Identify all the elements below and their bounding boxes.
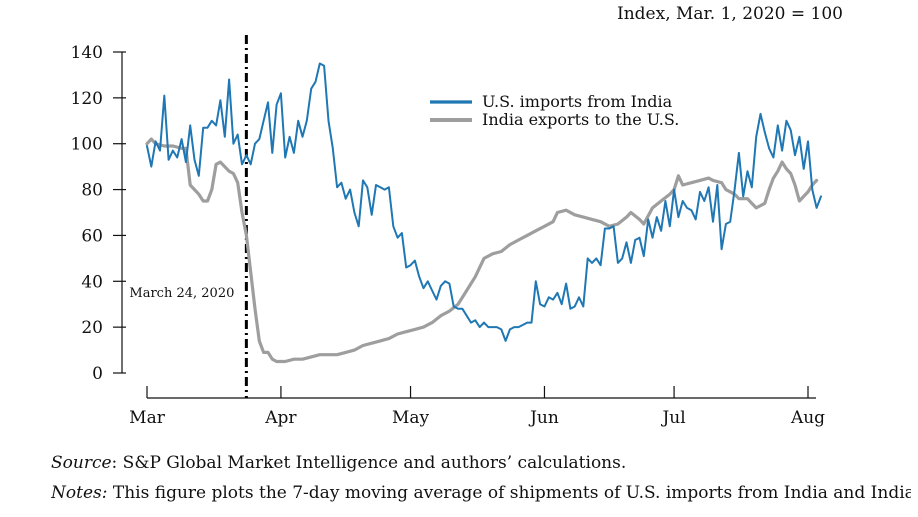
series-line-india-exports	[145, 137, 819, 364]
y-tick-label: 40	[81, 272, 103, 292]
legend-label: U.S. imports from India	[482, 92, 673, 111]
y-tick-label: 80	[81, 181, 103, 201]
series-line-us-imports	[146, 62, 822, 342]
x-tick-label: Aug	[790, 408, 825, 428]
notes-label: Notes:	[51, 483, 108, 503]
y-tick-label: 60	[81, 226, 103, 246]
source-text: : S&P Global Market Intelligence and aut…	[111, 453, 627, 473]
lockdown-marker-label: March 24, 2020	[129, 286, 234, 301]
annotation-group: March 24, 2020	[129, 35, 248, 398]
y-tick-label: 0	[92, 364, 103, 384]
notes-text: This figure plots the 7-day moving avera…	[112, 483, 911, 503]
y-tick-label: 20	[81, 318, 103, 338]
legend-label: India exports to the U.S.	[482, 110, 679, 129]
y-unit-label: Index, Mar. 1, 2020 = 100	[617, 4, 843, 24]
x-tick-label: Jun	[528, 408, 559, 428]
source-label: Source	[51, 453, 112, 473]
series-lines	[145, 62, 822, 364]
y-tick-label: 100	[71, 135, 103, 155]
y-tick-label: 140	[71, 43, 103, 63]
x-tick-label: Apr	[264, 408, 297, 428]
source-caption: Source: S&P Global Market Intelligence a…	[51, 451, 911, 475]
y-tick-label: 120	[71, 89, 103, 109]
x-tick-label: Mar	[129, 408, 166, 428]
axes: 0 20 40 60 80 100 120 140 Mar Apr May Jun Jul Aug	[71, 43, 826, 428]
x-tick-label: May	[392, 408, 430, 428]
x-tick-label: Jul	[660, 408, 685, 428]
notes-caption: Notes: This figure plots the 7-day movin…	[51, 481, 911, 505]
